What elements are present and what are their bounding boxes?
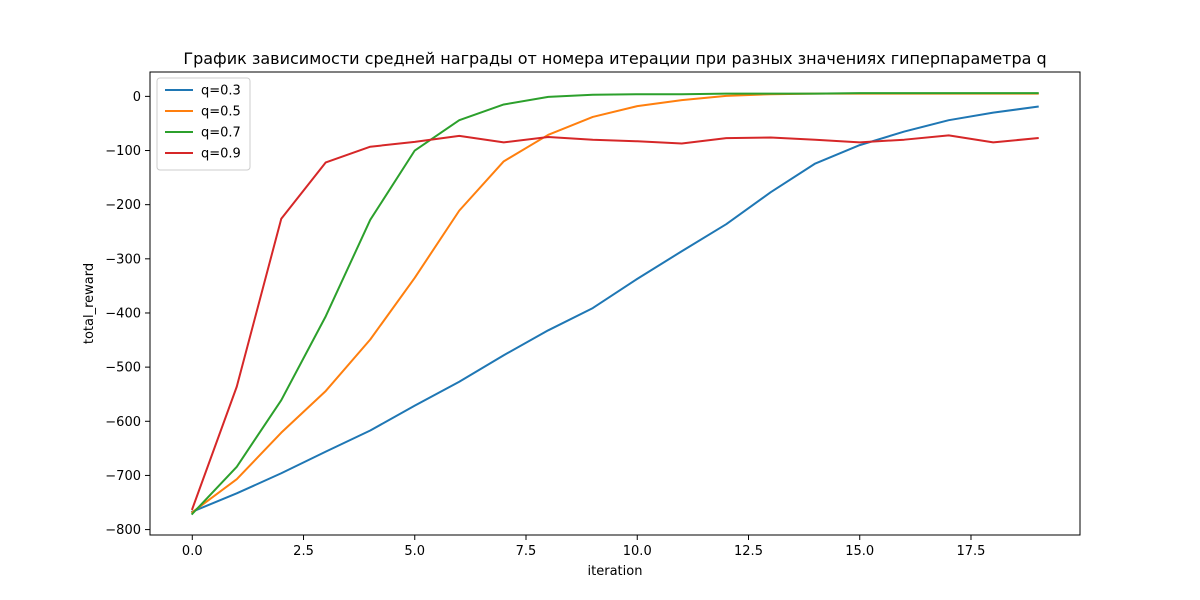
x-tick-label: 0.0 xyxy=(182,544,203,559)
y-tick-label: −100 xyxy=(105,144,141,159)
y-tick-label: −700 xyxy=(105,469,141,484)
legend: q=0.3 q=0.5 q=0.7 q=0.9 xyxy=(156,77,251,171)
x-tick-label: 2.5 xyxy=(293,544,314,559)
y-tick-label: −400 xyxy=(105,306,141,321)
series-line-4 xyxy=(190,134,1039,511)
chart-title: График зависимости средней награды от но… xyxy=(183,49,1046,68)
legend-entry-label: q=0.7 xyxy=(201,126,241,141)
series-line-3 xyxy=(190,92,1039,516)
x-tick-label: 12.5 xyxy=(734,544,763,559)
legend-entry-label: q=0.9 xyxy=(201,147,241,162)
x-axis-label: iteration xyxy=(588,564,643,579)
legend-box xyxy=(156,77,251,171)
x-tick-label: 5.0 xyxy=(404,544,425,559)
x-tick-label: 17.5 xyxy=(957,544,986,559)
y-tick-label: −500 xyxy=(105,361,141,376)
x-tick-label: 7.5 xyxy=(516,544,537,559)
legend-entry-label: q=0.3 xyxy=(201,84,241,99)
y-tick-label: −600 xyxy=(105,415,141,430)
x-tick-label: 10.0 xyxy=(623,544,652,559)
y-axis-label: total_reward xyxy=(82,263,97,344)
y-tick-label: −800 xyxy=(105,523,141,538)
plot-area: 0.0 2.5 5.0 7.5 10.0 12.5 15.0 17.5 0 −100 −200 −30… xyxy=(105,71,1081,559)
plot-frame xyxy=(149,71,1081,536)
y-tick-label: −300 xyxy=(105,252,141,267)
legend-entry-label: q=0.5 xyxy=(201,105,241,120)
series-line-2 xyxy=(190,92,1039,514)
series-line-1 xyxy=(190,105,1039,514)
y-tick-label: 0 xyxy=(133,90,141,105)
x-tick-label: 15.0 xyxy=(845,544,874,559)
y-tick-label: −200 xyxy=(105,198,141,213)
